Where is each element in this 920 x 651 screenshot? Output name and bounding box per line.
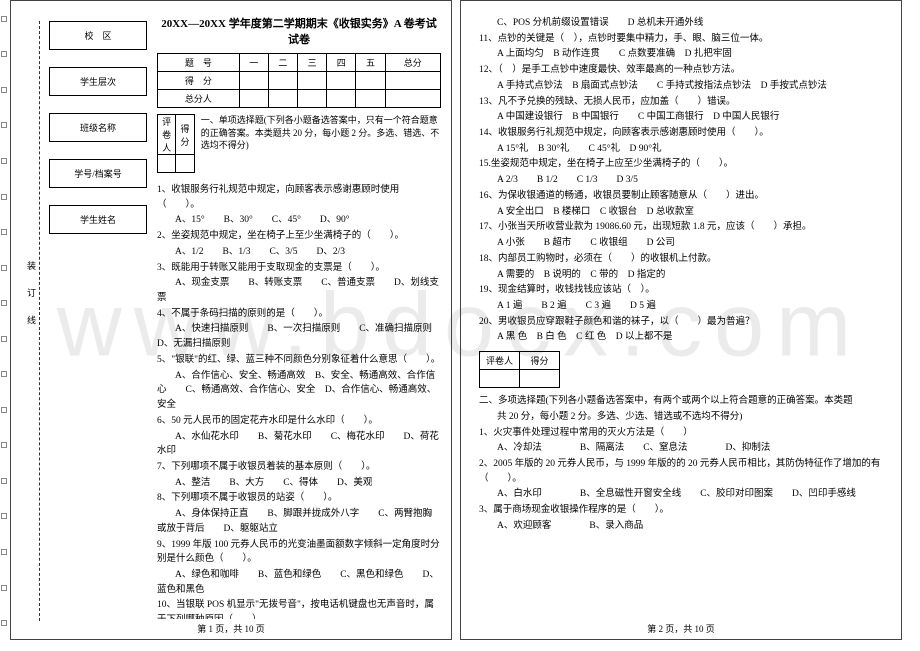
binding-line	[39, 21, 41, 621]
question-text: 6、50 元人民币的固定花卉水印是什么水印（ ）。	[157, 414, 441, 429]
stub-name: 学生姓名	[50, 206, 147, 234]
section2-score-box: 评卷人得分	[479, 351, 560, 388]
question-options: A 需要的 B 说明的 C 带的 D 指定的	[479, 268, 891, 283]
question-options: A、冷却法 B、隔离法 C、窒息法 D、抑制法	[479, 441, 891, 456]
question-options: A 15°礼 B 30°礼 C 45°礼 D 90°礼	[479, 142, 891, 157]
question-text: 19、现金结算时，收钱找钱应该站（ ）。	[479, 283, 891, 298]
question-text: 11、点钞的关键是（ ），点钞时要集中精力，手、眼、脑三位一体。	[479, 32, 891, 47]
question-text: 8、下列哪项不属于收银员的站姿（ ）。	[157, 491, 441, 506]
student-info-stub: 校 区 学生层次 班级名称 学号/档案号 学生姓名	[49, 21, 147, 234]
question-options: A、合作信心、安全、畅通高效 B、安全、畅通高效、合作信心 C、畅通高效、合作信…	[157, 369, 441, 413]
exam-title: 20XX—20XX 学年度第二学期期末《收银实务》A 卷考试试卷	[157, 15, 441, 47]
question-options: A 安全出口 B 楼梯口 C 收银台 D 总收款室	[479, 205, 891, 220]
question-options: A、整洁 B、大方 C、得体 D、美观	[157, 476, 441, 491]
perforation	[1, 1, 11, 641]
question-text: 2、坐姿规范中规定，坐在椅子上至少坐满椅子的（ ）。	[157, 229, 441, 244]
question-options: A 2/3 B 1/2 C 1/3 D 3/5	[479, 173, 891, 188]
page2-footer: 第 2 页，共 10 页	[461, 622, 901, 635]
question-text: 18、内部员工购物时，必须在（ ）的收银机上付款。	[479, 252, 891, 267]
question-options: A、绿色和咖啡 B、蓝色和绿色 C、黑色和绿色 D、蓝色和黑色	[157, 568, 441, 597]
page-1: 装 订 线 校 区 学生层次 班级名称 学号/档案号 学生姓名 20XX—20X…	[10, 0, 452, 640]
page1-content: 20XX—20XX 学年度第二学期期末《收银实务》A 卷考试试卷 题 号 一 二…	[157, 15, 441, 619]
page-2: C、POS 分机前缀设置错误 D 总机未开通外线11、点钞的关键是（ ），点钞时…	[460, 0, 902, 640]
section2-title-a: 二、多项选择题(下列各小题备选答案中，有两个或两个以上符合题意的正确答案。本类题	[479, 394, 891, 409]
question-text: 3、属于商场现金收银操作程序的是（ ）。	[479, 503, 891, 518]
score-header-table: 题 号 一 二 三 四 五 总分 得 分 总分人	[157, 53, 441, 108]
question-text: 9、1999 年版 100 元券人民币的光变油墨面额数字倾斜一定角度时分别是什么…	[157, 538, 441, 567]
question-text: 1、火灾事件处理过程中常用的灭火方法是（ ）	[479, 426, 891, 441]
question-options: A、白水印 B、全息磁性开窗安全线 C、胶印对印图案 D、凹印手感线	[479, 487, 891, 502]
binding-text: 装 订 线	[25, 261, 38, 333]
question-options: A 小张 B 超市 C 收银组 D 公司	[479, 236, 891, 251]
question-text: 4、不属于条码扫描的原则的是（ ）。	[157, 307, 441, 322]
question-text: 15.坐姿规范中规定，坐在椅子上应至少坐满椅子的（ ）。	[479, 157, 891, 172]
section2-title-b: 共 20 分，每小题 2 分。多选、少选、错选或不选均不得分)	[479, 410, 891, 425]
question-options: A 黑 色 B 白 色 C 红 色 D 以上都不是	[479, 330, 891, 345]
question-options: A、身体保持正直 B、脚跟并拢成外八字 C、两臂抱胸或放于背后 D、躯躯站立	[157, 507, 441, 536]
section-score-box: 评卷人得分	[157, 114, 195, 173]
question-options: A 手持式点钞法 B 扇面式点钞法 C 手持式按指法点钞法 D 手按式点钞法	[479, 79, 891, 94]
question-text: 16、为保收银通道的畅通，收银员要制止顾客随意从（ ）进出。	[479, 189, 891, 204]
page1-footer: 第 1 页，共 10 页	[11, 622, 451, 635]
question-text: 3、既能用于转账又能用于支取现金的支票是（ ）。	[157, 261, 441, 276]
question-options: A、现金支票 B、转账支票 C、普通支票 D、划线支票	[157, 276, 441, 305]
question-options: A 中国建设银行 B 中国银行 C 中国工商银行 D 中国人民银行	[479, 110, 891, 125]
stub-class: 班级名称	[50, 114, 147, 142]
question-text: 12、（ ）是手工点钞中速度最快、效率最高的一种点钞方法。	[479, 63, 891, 78]
question-options: A 1 遍 B 2 遍 C 3 遍 D 5 遍	[479, 299, 891, 314]
question-text: 14、收银服务行礼规范中规定，向顾客表示感谢惠顾时使用（ ）。	[479, 126, 891, 141]
question-text: 1、收银服务行礼规范中规定，向顾客表示感谢惠顾时使用（ ）。	[157, 183, 441, 212]
question-options: A、水仙花水印 B、菊花水印 C、梅花水印 D、荷花水印	[157, 430, 441, 459]
question-text: 2、2005 年版的 20 元券人民币，与 1999 年版的的 20 元券人民币…	[479, 457, 891, 486]
section1-title: 一、单项选择题(下列各小题备选答案中，只有一个符合题意的正确答案。本类题共 20…	[201, 114, 441, 177]
page2-content: C、POS 分机前缀设置错误 D 总机未开通外线11、点钞的关键是（ ），点钞时…	[479, 15, 891, 619]
question-options: A、1/2 B、1/3 C、3/5 D、2/3	[157, 245, 441, 260]
stub-level: 学生层次	[50, 68, 147, 96]
question-text: 20、男收银员应穿跟鞋子颜色和谐的袜子，以（ ）最为普遍？	[479, 315, 891, 330]
question-options: A 上面均匀 B 动作连贯 C 点数要准确 D 扎把牢固	[479, 47, 891, 62]
question-text: 10、当银联 POS 机显示"无拨号音"，按电话机键盘也无声音时，属于下列哪种原…	[157, 598, 441, 619]
question-options: A、欢迎顾客 B、录入商品	[479, 519, 891, 534]
question-options: A、15° B、30° C、45° D、90°	[157, 213, 441, 228]
question-text: 7、下列哪项不属于收银员着装的基本原则（ ）。	[157, 460, 441, 475]
stub-id: 学号/档案号	[50, 160, 147, 188]
question-text: 17、小张当天所收营业款为 19086.60 元，出现短款 1.8 元，应该（ …	[479, 220, 891, 235]
stub-school: 校 区	[50, 22, 147, 50]
question-options: C、POS 分机前缀设置错误 D 总机未开通外线	[479, 16, 891, 31]
question-options: A、快速扫描原则 B、一次扫描原则 C、准确扫描原则 D、无漏扫描原则	[157, 322, 441, 351]
question-text: 5、"银联"的红、绿、蓝三种不同颜色分别象征着什么意思（ ）。	[157, 353, 441, 368]
question-text: 13、凡不予兑换的残缺、无损人民币，应加盖（ ）错误。	[479, 95, 891, 110]
